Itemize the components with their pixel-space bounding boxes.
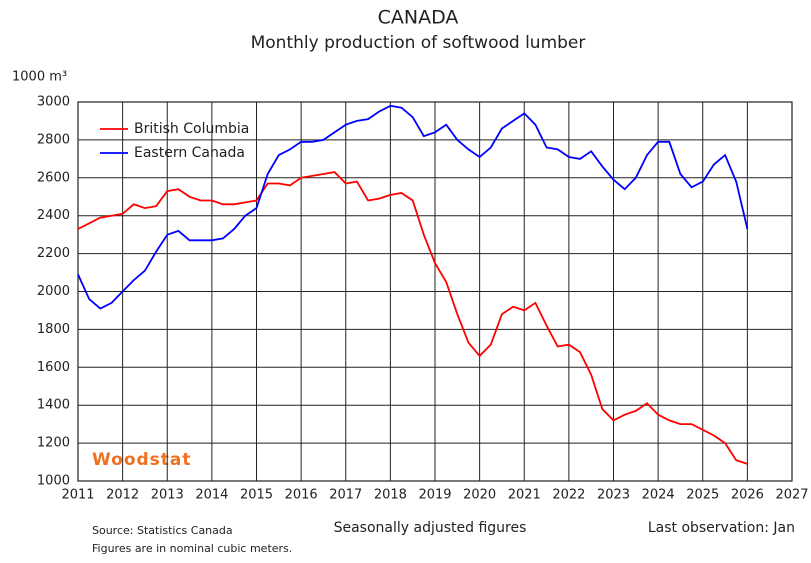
y-tick-label: 1200 [37,436,70,451]
source: Source: Statistics Canada [92,524,233,537]
x-tick-label: 2027 [775,488,808,503]
y-tick-label: 1600 [37,360,70,375]
x-tick-label: 2023 [597,488,630,503]
legend-label: Eastern Canada [134,145,245,161]
y-tick-label: 2000 [37,284,70,299]
x-tick-label: 2022 [552,488,585,503]
y-tick-label: 1000 [37,474,70,489]
x-tick-label: 2021 [508,488,541,503]
y-tick-label: 1400 [37,398,70,413]
chart-title: CANADA [378,7,459,29]
y-tick-label: 2400 [37,208,70,223]
x-tick-label: 2018 [374,488,407,503]
x-tick-label: 2017 [329,488,362,503]
x-tick-label: 2020 [463,488,496,503]
series-line [77,171,748,465]
series-line [77,104,749,310]
x-tick-label: 2014 [195,488,228,503]
x-tick-label: 2019 [418,488,451,503]
x-tick-label: 2012 [106,488,139,503]
y-tick-label: 1800 [37,322,70,337]
y-tick-label: 2600 [37,170,70,185]
last-observation: Last observation: Jan [648,520,795,536]
chart-subtitle: Monthly production of softwood lumber [251,33,586,53]
x-tick-label: 2024 [642,488,675,503]
x-tick-label: 2016 [285,488,318,503]
x-tick-label: 2013 [151,488,184,503]
y-tick-label: 2800 [37,132,70,147]
x-tick-label: 2011 [61,488,94,503]
x-axis-label: Seasonally adjusted figures [334,520,527,536]
watermark: Woodstat [92,450,192,470]
y-tick-label: 3000 [37,95,70,110]
x-tick-label: 2025 [686,488,719,503]
y-axis-label: 1000 m³ [12,70,67,85]
y-tick-label: 2200 [37,246,70,261]
note: Figures are in nominal cubic meters. [92,542,292,555]
legend-label: British Columbia [134,121,249,137]
x-tick-label: 2026 [731,488,764,503]
x-tick-label: 2015 [240,488,273,503]
